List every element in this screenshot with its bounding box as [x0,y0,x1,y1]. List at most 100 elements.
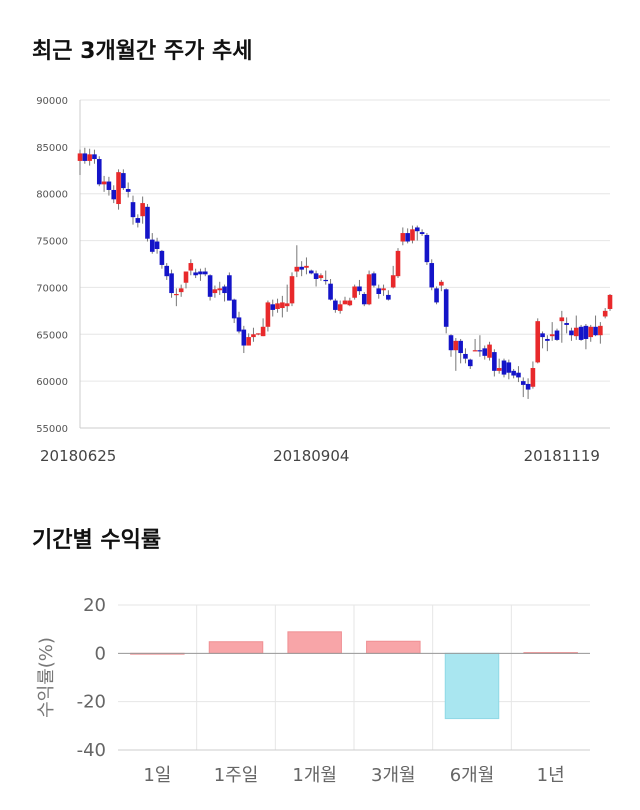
candle [207,274,213,301]
candle-body [357,286,362,292]
candle [414,225,420,241]
y-tick-label: 90000 [36,96,68,107]
return-bar [444,652,500,720]
y-axis-label: 수익률(%) [36,637,57,718]
x-tick-label: 1주일 [214,765,259,786]
candle [342,296,348,305]
candle [424,233,430,265]
candle-body [506,362,512,373]
candle-body [516,372,521,378]
candle [371,271,377,288]
candle-body [280,302,285,309]
candle [212,285,218,298]
candle [588,324,594,342]
candle [284,284,290,312]
y-tick-label: 60000 [36,377,68,388]
candle-body [159,250,165,265]
candle-body [323,279,329,282]
y-tick-label: 85000 [36,143,68,154]
x-tick-label: 20180625 [40,447,116,465]
candle-body [386,294,391,300]
x-tick-label: 6개월 [450,765,495,786]
candle-body [328,283,333,300]
candle-body [429,263,435,288]
candle-body [202,271,208,275]
candle-body [337,304,343,311]
candle [448,334,454,357]
candle [598,322,603,344]
candle [520,377,526,398]
candle [525,378,531,399]
candle [376,284,382,299]
candle [554,328,560,341]
candle [231,298,237,324]
candle [443,288,449,334]
candle-body [193,272,198,276]
candle-body [333,300,338,310]
returns-chart-title: 기간별 수익률 [32,528,162,553]
candle-body [217,288,223,291]
candle-body [313,273,319,279]
candle-body [535,321,541,363]
y-tick-label: 75000 [36,237,68,248]
candle [540,331,545,349]
candle-body [116,172,121,205]
candle [410,225,415,244]
candle [135,214,141,228]
candle-body [241,329,247,346]
candle [323,270,329,285]
candle-body [395,250,401,277]
candle [357,279,362,295]
candle-body [125,189,131,192]
candle [578,324,584,341]
candle [333,298,338,313]
candle-body [342,300,348,305]
candle-body [275,303,280,309]
candle-body [284,303,290,307]
candle [352,284,357,300]
candle-body [390,275,396,288]
candle [270,299,276,317]
candle-body [381,288,386,291]
candle-body [549,334,555,337]
candle [92,149,97,164]
y-tick-label: 70000 [36,283,68,294]
candle-body [511,370,516,376]
candle [559,310,565,343]
candle [482,345,488,360]
candle [593,315,598,337]
candle [217,281,223,295]
candle [516,366,521,383]
candle [511,368,516,379]
candle [82,147,88,164]
candle [313,270,319,287]
return-bar [208,641,264,654]
candle-body [472,350,478,352]
candle-body [251,334,256,338]
candle [159,249,165,269]
candle [304,257,309,275]
candle-body [304,265,309,268]
candle-body [583,325,589,339]
candle-body [178,288,184,293]
candle-body [559,317,565,322]
candle [101,175,107,192]
candle [246,333,251,346]
candle-body [188,263,194,271]
candle-body [101,181,107,185]
candle [149,233,155,254]
candle-body [265,302,271,327]
candle [260,318,266,337]
candle-body [140,203,145,217]
candle-body [463,353,468,359]
candle-body [260,326,266,337]
candle-body [477,350,483,352]
candle-body [443,289,449,327]
candle [183,271,189,289]
candle-body [414,227,420,232]
candle [549,322,555,341]
candle [188,259,194,276]
candle [236,311,242,334]
candle-body [255,333,261,335]
candle-body [77,153,83,161]
